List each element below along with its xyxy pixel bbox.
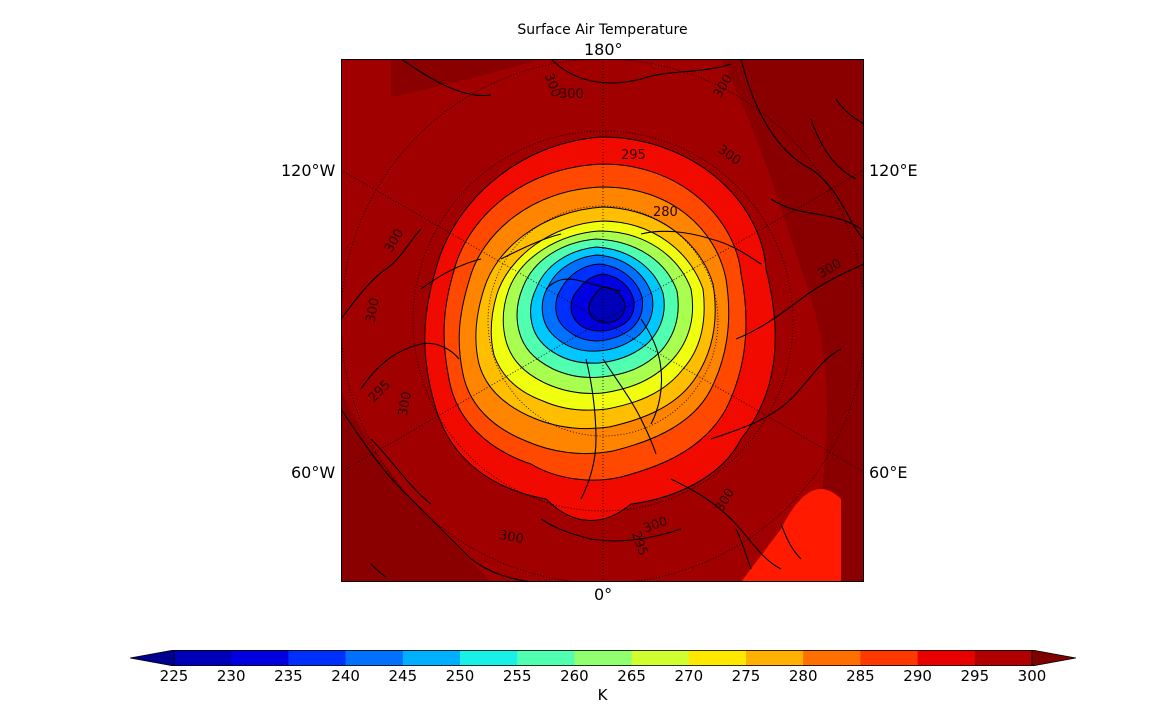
colorbar-frame	[173, 650, 1033, 666]
colorbar-tick-label: 265	[617, 667, 646, 685]
colorbar-tick-label: 245	[388, 667, 418, 685]
lon-label-60w: 60°W	[291, 463, 336, 482]
map-frame	[341, 59, 864, 582]
warm-region-east	[721, 59, 864, 582]
colorbar-segment	[860, 650, 919, 666]
colorbar-segment	[974, 650, 1033, 666]
colorbar	[130, 650, 1076, 666]
lon-label-120w: 120°W	[281, 161, 336, 180]
colorbar-segment	[746, 650, 804, 666]
colorbar-segment	[460, 650, 518, 666]
colorbar-segment	[402, 650, 461, 666]
contour-230	[588, 286, 626, 323]
colorbar-segment	[231, 650, 289, 666]
lon-label-60e: 60°E	[869, 463, 908, 482]
colorbar-tick-label: 285	[846, 667, 875, 685]
lon-label-0: 0°	[594, 585, 613, 604]
polar-temperature-map: 300 300 300 300 295 280 300 300 300 300 …	[341, 59, 864, 582]
colorbar-tick-label: 300	[1017, 667, 1047, 685]
colorbar-segment	[574, 650, 633, 666]
contour-label: 300	[364, 297, 383, 324]
colorbar-tick-label: 290	[903, 667, 932, 685]
colorbar-segment	[174, 650, 232, 666]
lon-label-180: 180°	[584, 40, 623, 59]
colorbar-segment	[631, 650, 690, 666]
colorbar-tick-label: 295	[960, 667, 990, 685]
colorbar-tick-label: 275	[731, 667, 761, 685]
colorbar-segment	[288, 650, 347, 666]
colorbar-segment	[803, 650, 861, 666]
contour-label: 300	[396, 390, 415, 417]
temperature-field	[341, 59, 864, 582]
colorbar-tick-label: 235	[274, 667, 303, 685]
colorbar-tick-label: 250	[445, 667, 475, 685]
colorbar-tick-label: 230	[216, 667, 246, 685]
colorbar-tick-label: 225	[159, 667, 189, 685]
map-title: Surface Air Temperature	[517, 22, 688, 38]
graticule	[341, 59, 864, 582]
coastlines	[341, 59, 864, 582]
colorbar-segment	[517, 650, 575, 666]
colorbar-segments	[130, 650, 1076, 666]
colorbar-unit-label: K	[597, 686, 608, 704]
colorbar-tick-label: 255	[502, 667, 532, 685]
warm-region-north	[391, 59, 541, 97]
contour-label: 295	[621, 148, 646, 163]
contour-label: 300	[559, 87, 584, 102]
colorbar-segment	[917, 650, 976, 666]
colorbar-tick-label: 280	[788, 667, 818, 685]
colorbar-extend-high	[1031, 650, 1076, 666]
contour-label: 280	[653, 205, 678, 220]
colorbar-segment	[345, 650, 404, 666]
warm-region-sw	[341, 389, 491, 582]
contour-label: 300	[498, 528, 525, 547]
colorbar-segment	[688, 650, 747, 666]
colorbar-tick-label: 270	[674, 667, 704, 685]
colorbar-tick-label: 260	[560, 667, 589, 685]
colorbar-extend-low	[130, 650, 175, 666]
lon-label-120e: 120°E	[869, 161, 918, 180]
colorbar-tick-label: 240	[331, 667, 360, 685]
